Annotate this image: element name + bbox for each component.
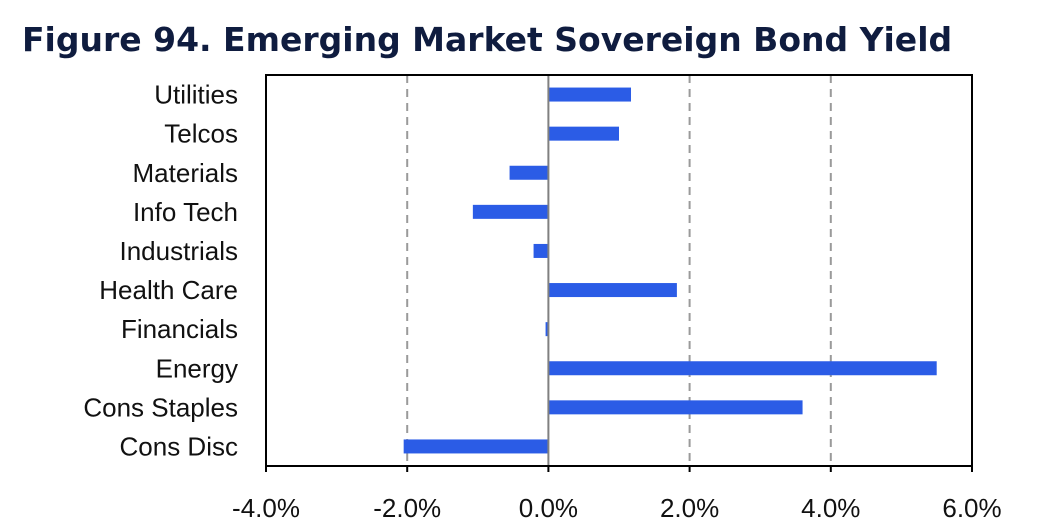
bar-cons-staples: [548, 400, 803, 415]
bars: [403, 87, 937, 454]
bar-financials: [545, 322, 549, 337]
category-label: Utilities: [154, 80, 238, 110]
bar-health-care: [548, 283, 677, 298]
bar-telcos: [548, 126, 619, 141]
category-label: Cons Staples: [83, 392, 238, 422]
bar-industrials: [533, 243, 549, 258]
category-labels: Utilities Telcos Materials Info Tech Industr…: [83, 80, 238, 462]
x-tick-label: -4.0%: [232, 493, 300, 523]
x-tick-label: -2.0%: [373, 493, 441, 523]
x-tick-label: 6.0%: [942, 493, 1001, 523]
category-label: Health Care: [99, 275, 238, 305]
bar-utilities: [548, 87, 632, 102]
x-tick-label: 0.0%: [519, 493, 578, 523]
x-tick-label: 2.0%: [660, 493, 719, 523]
chart-title: Figure 94. Emerging Market Sovereign Bon…: [22, 20, 953, 59]
category-label: Telcos: [164, 119, 238, 149]
bar-energy: [548, 361, 937, 376]
category-label: Energy: [156, 353, 238, 383]
x-tick-labels: -4.0% -2.0% 0.0% 2.0% 4.0% 6.0%: [232, 493, 1002, 523]
bar-info-tech: [472, 204, 549, 219]
category-label: Info Tech: [133, 197, 238, 227]
category-label: Cons Disc: [120, 431, 238, 461]
bar-cons-disc: [403, 439, 549, 454]
category-label: Industrials: [120, 236, 239, 266]
bar-materials: [509, 165, 549, 180]
plot-area-border: [265, 74, 973, 467]
plot-frame: [265, 74, 973, 472]
category-label: Financials: [121, 314, 238, 344]
category-label: Materials: [133, 158, 238, 188]
x-tick-label: 4.0%: [801, 493, 860, 523]
